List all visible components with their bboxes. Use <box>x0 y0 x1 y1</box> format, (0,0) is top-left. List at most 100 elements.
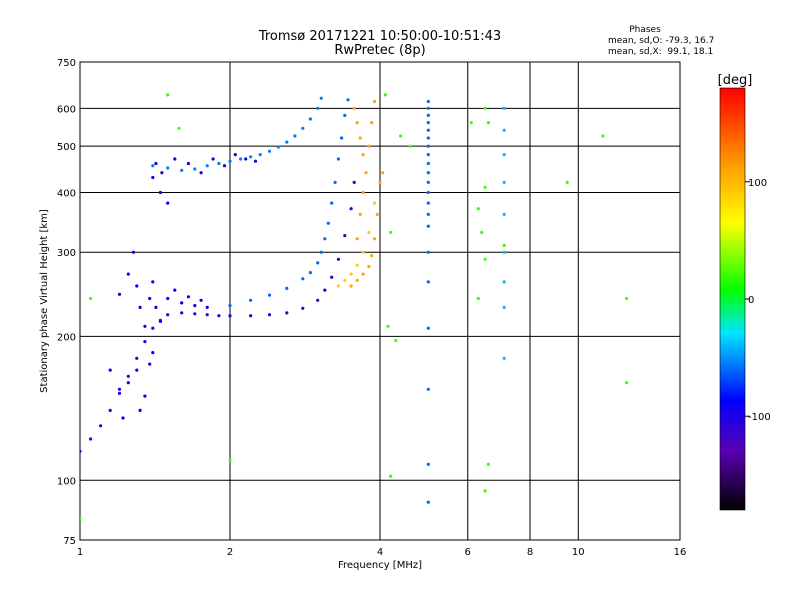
data-point-column-7mhz <box>502 212 506 216</box>
data-point-scatter-o-cluster <box>151 280 155 284</box>
data-point-column-7mhz <box>502 356 506 360</box>
x-tick-label: 10 <box>572 547 585 558</box>
data-point-lower-o-trace <box>267 313 272 317</box>
colorbar-ticks: 100 0 -100 <box>745 178 771 423</box>
data-point-isolated <box>483 185 487 189</box>
data-points <box>80 93 629 521</box>
data-point-isolated <box>399 134 403 138</box>
data-point-column-5mhz <box>426 136 430 140</box>
data-point-x-lower <box>349 272 353 276</box>
y-tick-label: 750 <box>57 58 76 69</box>
data-point-upper-o-scatter <box>222 164 227 168</box>
data-point-lower-o-trace <box>117 391 122 395</box>
data-point-scatter-o-cluster <box>135 368 139 372</box>
data-point-scatter-o-cluster <box>158 319 162 323</box>
colorbar-tick-label: 100 <box>748 178 767 189</box>
data-point-middle-o-trace <box>333 180 337 184</box>
data-point-x-trace <box>370 121 374 125</box>
data-point-middle-o-trace <box>228 304 232 308</box>
data-point-upper-o-trace <box>319 96 323 100</box>
data-point-upper-o-trace <box>193 167 197 171</box>
data-point-lower-o-trace <box>193 312 197 316</box>
data-point-column-7mhz <box>502 305 506 309</box>
chart-title: Tromsø 20171221 10:50:00-10:51:43 <box>258 29 501 44</box>
data-point-x-trace <box>381 171 385 175</box>
data-point-x-trace <box>367 264 371 269</box>
y-axis-ticks: 75 100 200 300 400 500 600 750 <box>57 58 76 547</box>
data-point-lower-o-trace <box>205 313 209 317</box>
data-point-x-lower <box>367 230 371 234</box>
data-point-upper-o-trace <box>276 145 280 149</box>
data-point-column-5mhz <box>426 280 430 284</box>
data-point-x-trace <box>355 121 359 125</box>
data-point-isolated <box>386 324 390 328</box>
data-point-scatter-o-cluster <box>205 305 209 309</box>
data-point-scatter-o-cluster <box>166 296 170 301</box>
data-point-x-trace <box>358 212 362 216</box>
data-point-middle-o-trace <box>346 98 350 102</box>
data-point-x-lower <box>355 263 359 267</box>
data-point-column-7mhz <box>502 280 506 284</box>
data-point-column-5mhz <box>426 171 430 175</box>
data-point-isolated <box>476 207 480 211</box>
data-point-column-7mhz <box>502 153 506 157</box>
data-point-isolated <box>483 489 487 493</box>
data-point-lower-o-trace <box>285 311 289 315</box>
data-point-isolated <box>625 381 629 385</box>
data-point-isolated <box>476 296 480 301</box>
data-point-upper-o-scatter <box>173 157 177 161</box>
data-point-isolated <box>80 517 82 521</box>
data-point-column-5mhz <box>426 128 430 132</box>
data-point-column-5mhz <box>426 106 430 110</box>
data-point-middle-o-trace <box>330 201 334 205</box>
data-point-scatter-o-cluster <box>121 416 125 420</box>
x-tick-label: 16 <box>674 547 687 558</box>
data-point-isolated <box>389 230 393 234</box>
data-point-x-trace <box>361 272 365 276</box>
data-point-scatter-o-cluster <box>180 301 184 305</box>
data-point-isolated <box>228 458 232 463</box>
data-point-isolated <box>486 462 490 466</box>
data-point-x-trace <box>364 171 368 175</box>
data-point-upper-o-scatter <box>186 161 190 166</box>
data-point-upper-o-trace <box>293 134 297 138</box>
colorbar <box>719 87 746 511</box>
data-point-upper-o-scatter <box>199 171 203 175</box>
data-point-column-7mhz <box>502 106 506 110</box>
data-point-middle-o-trace <box>336 157 340 161</box>
data-point-isolated <box>389 474 393 478</box>
y-tick-label: 600 <box>57 104 76 115</box>
data-point-lower-o-trace <box>151 326 155 330</box>
data-point-upper-o-scatter <box>160 171 164 175</box>
data-point-scatter-o-cluster <box>126 272 130 276</box>
data-point-scatter-o-cluster <box>143 324 147 328</box>
data-point-lower-o-trace <box>180 311 184 315</box>
data-point-scatter-o-cluster <box>117 387 122 391</box>
data-point-lower-o-trace <box>166 313 170 317</box>
data-point-column-5mhz <box>426 180 430 184</box>
y-tick-label: 500 <box>57 142 76 153</box>
data-point-isolated <box>166 93 170 97</box>
data-point-x-trace <box>352 106 356 110</box>
data-point-x-trace <box>375 212 379 216</box>
x-tick-label: 4 <box>377 547 383 558</box>
data-point-column-5mhz <box>426 121 430 125</box>
data-point-middle-o-trace <box>343 113 347 117</box>
data-point-middle-o-trace <box>308 271 312 275</box>
data-point-lower-o-trace <box>135 356 139 360</box>
data-point-x-trace <box>361 190 365 195</box>
y-tick-label: 400 <box>57 188 76 199</box>
data-point-middle-o-trace <box>326 221 330 225</box>
data-point-middle-o-trace <box>301 277 305 281</box>
stats-line-x: mean, sd,X: 99.1, 18.1 <box>608 47 713 57</box>
data-point-x-lower <box>361 250 365 254</box>
data-point-scatter-o-cluster <box>148 296 152 301</box>
data-point-x-trace <box>372 237 377 241</box>
data-point-middle-o-trace <box>267 293 272 297</box>
data-point-column-5mhz <box>426 153 430 157</box>
data-point-column-5mhz <box>426 326 430 330</box>
data-point-scatter-o-cluster <box>151 351 155 355</box>
stats-heading: Phases <box>629 25 661 35</box>
data-point-scatter-o-cluster <box>126 381 130 385</box>
data-point-x-trace <box>355 237 359 241</box>
